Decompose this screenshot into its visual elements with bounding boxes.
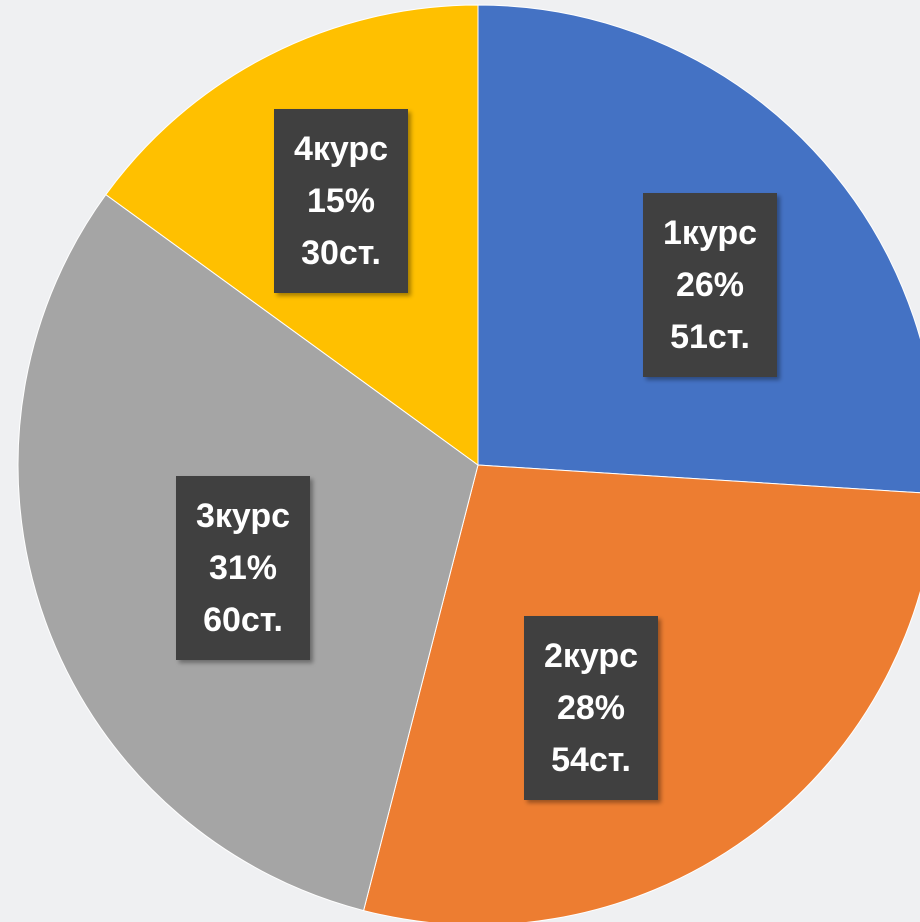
- label-percent: 31%: [209, 549, 277, 587]
- label-category: 4курс: [294, 130, 388, 168]
- label-percent: 28%: [557, 689, 625, 727]
- label-box: [524, 616, 658, 800]
- data-label: 4курс 15% 30ст.: [274, 109, 408, 293]
- label-count: 51ст.: [670, 318, 750, 356]
- label-box: [643, 193, 777, 377]
- label-category: 3курс: [196, 497, 290, 535]
- label-percent: 26%: [676, 266, 744, 304]
- label-category: 2курс: [544, 637, 638, 675]
- labels: 1курс 26% 51ст. 2курс 28% 54ст. 3курс 31% 60ст. 4…: [176, 109, 777, 800]
- label-count: 60ст.: [203, 601, 283, 639]
- slices: [17, 4, 920, 922]
- data-label: 1курс 26% 51ст.: [643, 193, 777, 377]
- label-category: 1курс: [663, 214, 757, 252]
- label-count: 54ст.: [551, 741, 631, 779]
- data-label: 2курс 28% 54ст.: [524, 616, 658, 800]
- label-box: [176, 476, 310, 660]
- label-box: [274, 109, 408, 293]
- label-count: 30ст.: [301, 234, 381, 272]
- data-label: 3курс 31% 60ст.: [176, 476, 310, 660]
- label-percent: 15%: [307, 182, 375, 220]
